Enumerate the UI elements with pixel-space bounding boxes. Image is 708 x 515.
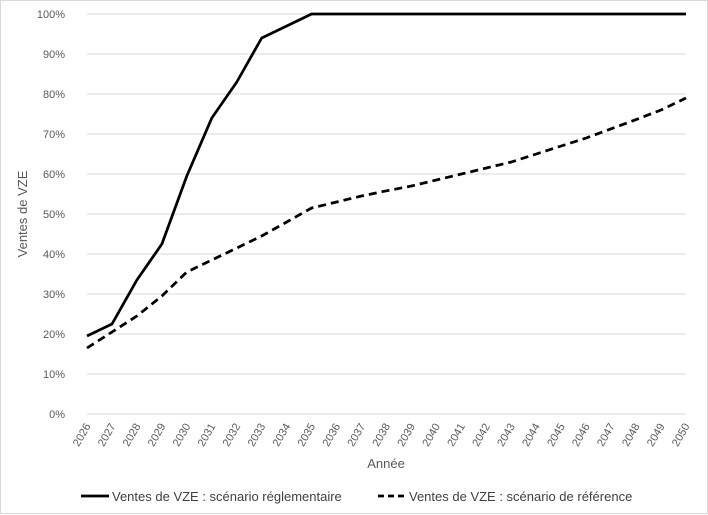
y-axis-title: Ventes de VZE [15,170,30,257]
x-tick-label: 2028 [121,422,144,449]
x-tick-label: 2040 [420,422,443,449]
y-tick-label: 20% [43,329,65,341]
x-tick-label: 2034 [271,422,294,449]
x-axis-tick-labels: 2026 2027 2028 2029 2030 2031 2032 2033 2034 2035… [71,422,693,449]
y-tick-label: 0% [49,409,65,421]
series-lines [86,12,687,350]
x-tick-label: 2038 [370,422,393,449]
x-tick-label: 2030 [171,422,194,449]
x-tick-label: 2041 [445,422,468,449]
y-tick-label: 10% [43,369,65,381]
x-tick-label: 2026 [71,422,94,449]
y-tick-label: 50% [43,209,65,221]
y-axis-tick-labels: 0% 10% 20% 30% 40% 50% 60% 70% 80% 90% 100% [37,9,65,421]
x-tick-label: 2044 [520,422,543,449]
x-tick-label: 2032 [221,422,244,449]
x-tick-label: 2036 [321,422,344,449]
x-tick-label: 2042 [470,422,493,449]
y-tick-label: 80% [43,89,65,101]
x-tick-label: 2048 [620,422,643,449]
y-tick-label: 60% [43,169,65,181]
series-line-regulatory [86,12,686,338]
legend: Ventes de VZE : scénario réglementaire Ve… [81,489,632,504]
x-tick-label: 2029 [146,422,169,449]
x-axis-title: Année [367,456,405,471]
x-tick-label: 2045 [545,422,568,449]
x-tick-label: 2031 [196,422,219,449]
legend-label: Ventes de VZE : scénario réglementaire [112,489,342,504]
series-line-reference [86,96,687,350]
y-tick-label: 100% [37,9,65,21]
y-tick-label: 40% [43,249,65,261]
x-tick-label: 2035 [296,422,319,449]
y-tick-label: 70% [43,129,65,141]
x-tick-label: 2039 [395,422,418,449]
y-tick-label: 30% [43,289,65,301]
x-tick-label: 2046 [570,422,593,449]
x-tick-label: 2033 [246,422,269,449]
legend-label: Ventes de VZE : scénario de référence [409,489,632,504]
x-tick-label: 2047 [595,422,618,449]
x-tick-label: 2037 [346,422,369,449]
x-tick-label: 2049 [645,422,668,449]
x-tick-label: 2027 [96,422,119,449]
gridlines [87,13,686,415]
y-tick-label: 90% [43,49,65,61]
x-tick-label: 2043 [495,422,518,449]
x-tick-label: 2050 [670,422,693,449]
